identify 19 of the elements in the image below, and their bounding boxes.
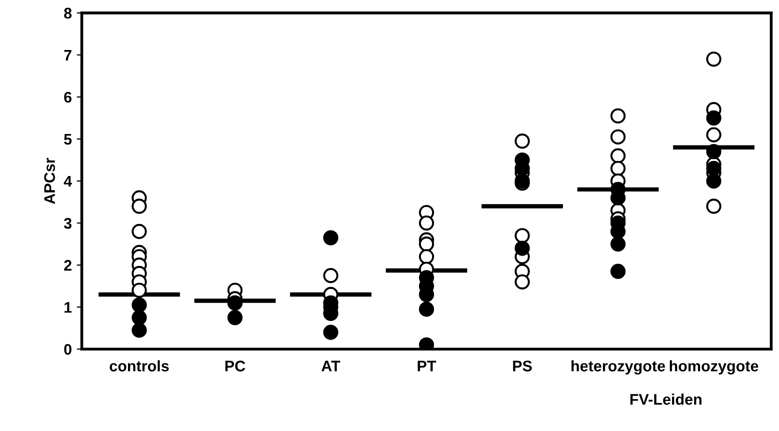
text: FV-Leiden bbox=[630, 394, 702, 405]
y-tick-label: 2 bbox=[64, 260, 72, 271]
y-tick-label: 7 bbox=[64, 50, 72, 60]
x-tick-label: AT bbox=[322, 360, 340, 372]
bar bbox=[482, 204, 563, 208]
y-tick-label: 5 bbox=[64, 134, 72, 145]
x-tick-label: PS bbox=[513, 360, 532, 372]
y-tick-label: 6 bbox=[64, 92, 72, 103]
y-tick-label: 3 bbox=[64, 218, 72, 229]
y-tick-label: 8 bbox=[64, 8, 72, 19]
x-tick-label: PC bbox=[225, 360, 246, 372]
y-axis-title: APCsr bbox=[44, 158, 55, 204]
y-tick-label: 1 bbox=[64, 302, 72, 313]
x-tick-label: heterozygote bbox=[572, 360, 666, 375]
x-tick-label: controls bbox=[110, 360, 169, 372]
x-tick-label: homozygote bbox=[670, 360, 758, 375]
y-tick-label: 4 bbox=[64, 176, 72, 187]
y-tick-label: 0 bbox=[64, 344, 72, 355]
x-tick-label: PT bbox=[418, 360, 436, 372]
